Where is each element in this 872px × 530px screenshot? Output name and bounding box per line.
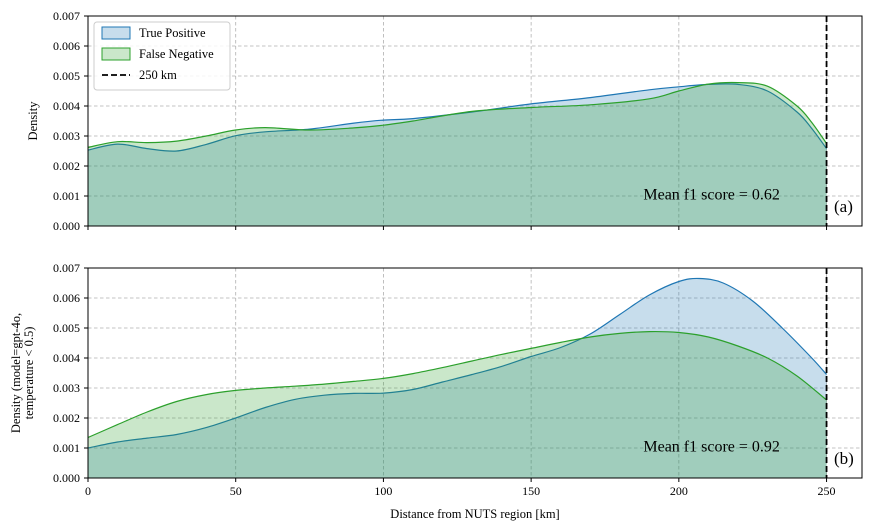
x-axis-label: Distance from NUTS region [km] bbox=[390, 507, 559, 521]
panel-tag: (a) bbox=[834, 197, 853, 216]
y-tick-label: 0.007 bbox=[53, 9, 80, 23]
series-area-false-negative bbox=[88, 82, 827, 226]
series-line-false-negative bbox=[88, 81, 828, 148]
legend-entry-label: True Positive bbox=[139, 26, 206, 40]
series-area-true-positive bbox=[88, 278, 827, 478]
axes-frame bbox=[87, 267, 863, 479]
legend-entry-label: False Negative bbox=[139, 47, 214, 61]
x-tick-label: 250 bbox=[818, 484, 836, 498]
legend-entry-label: 250 km bbox=[139, 68, 177, 82]
legend-swatch bbox=[101, 47, 131, 61]
y-tick-label: 0.001 bbox=[53, 441, 80, 455]
series-line-true-positive bbox=[88, 277, 827, 449]
y-tick-label: 0.001 bbox=[53, 189, 80, 203]
chart-panel-a: 0.000 0.001 0.002 0.003 0.004 0.005 0.006 0.007… bbox=[26, 9, 863, 233]
y-axis-label: Density bbox=[26, 101, 40, 141]
y-tick-label: 0.000 bbox=[53, 219, 80, 233]
mean-f1-score-annotation: Mean f1 score = 0.92 bbox=[643, 439, 780, 456]
x-tick-label: 100 bbox=[374, 484, 392, 498]
y-tick-label: 0.006 bbox=[53, 39, 80, 53]
mean-f1-score-annotation: Mean f1 score = 0.62 bbox=[643, 187, 780, 204]
axes-frame bbox=[87, 15, 863, 227]
y-tick-label: 0.002 bbox=[53, 159, 80, 173]
y-tick-label: 0.003 bbox=[53, 129, 80, 143]
plot-area bbox=[88, 81, 828, 226]
plot-area bbox=[88, 277, 827, 478]
x-tick-label: 50 bbox=[230, 484, 242, 498]
x-tick-label: 0 bbox=[85, 484, 91, 498]
y-tick-label: 0.004 bbox=[53, 99, 80, 113]
panel-tag: (b) bbox=[834, 449, 854, 468]
x-tick-label: 200 bbox=[670, 484, 688, 498]
y-tick-label: 0.005 bbox=[53, 69, 80, 83]
y-tick-label: 0.002 bbox=[53, 411, 80, 425]
y-tick-label: 0.005 bbox=[53, 321, 80, 335]
y-tick-label: 0.003 bbox=[53, 381, 80, 395]
legend-swatch bbox=[101, 26, 131, 40]
legend: True Positive False Negative 250 km bbox=[93, 21, 231, 91]
y-tick-label: 0.004 bbox=[53, 351, 80, 365]
y-tick-label: 0.000 bbox=[53, 471, 80, 485]
y-tick-label: 0.007 bbox=[53, 261, 80, 275]
y-axis-label: Density (model=gpt-4o,temperature < 0.5) bbox=[9, 313, 36, 433]
series-area-true-positive bbox=[88, 83, 827, 226]
y-tick-label: 0.006 bbox=[53, 291, 80, 305]
y-axis-label-line: Density (model=gpt-4o, bbox=[9, 313, 23, 433]
panels-group: 0.000 0.001 0.002 0.003 0.004 0.005 0.006 0.007… bbox=[9, 9, 863, 521]
series-area-false-negative bbox=[88, 331, 827, 478]
x-tick-label: 150 bbox=[522, 484, 540, 498]
chart-panel-b: 0.000 0.001 0.002 0.003 0.004 0.005 0.006 0.007… bbox=[9, 261, 863, 521]
series-line-false-negative bbox=[88, 330, 827, 439]
y-axis-label-line: temperature < 0.5) bbox=[22, 327, 36, 420]
